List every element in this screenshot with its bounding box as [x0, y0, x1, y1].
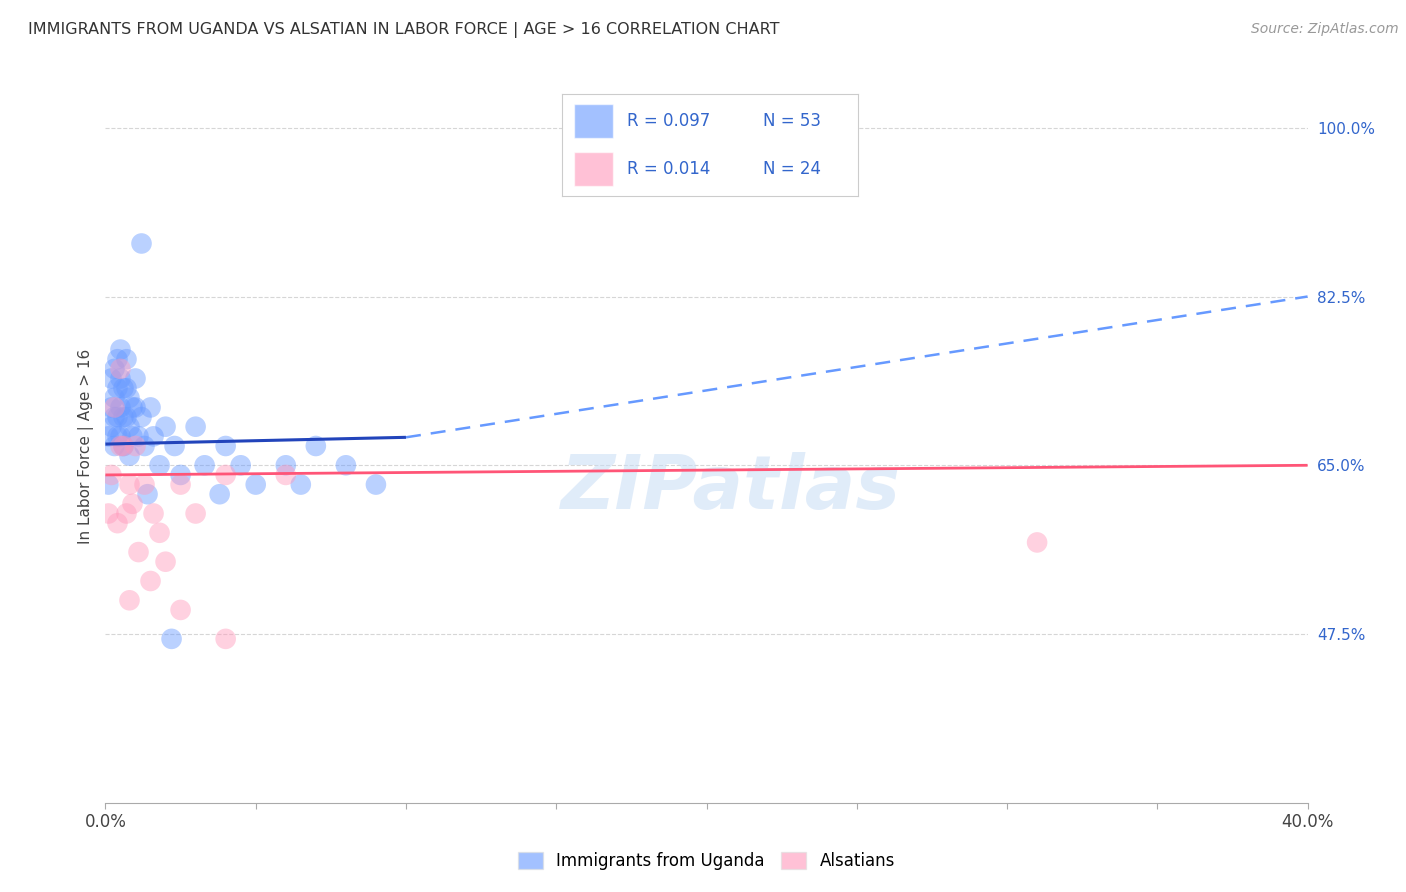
Point	[107, 516, 129, 530]
Point	[118, 419, 141, 434]
Point	[121, 401, 143, 415]
Point	[112, 439, 135, 453]
Point	[103, 362, 125, 376]
Point	[115, 507, 138, 521]
Text: IMMIGRANTS FROM UGANDA VS ALSATIAN IN LABOR FORCE | AGE > 16 CORRELATION CHART: IMMIGRANTS FROM UGANDA VS ALSATIAN IN LA…	[28, 22, 779, 38]
Point	[115, 381, 138, 395]
Point	[97, 429, 120, 443]
Point	[305, 439, 328, 453]
Point	[100, 467, 122, 482]
Point	[115, 352, 138, 367]
Point	[112, 381, 135, 395]
Point	[148, 525, 170, 540]
Point	[118, 391, 141, 405]
Point	[142, 429, 165, 443]
Point	[214, 439, 236, 453]
Point	[136, 487, 159, 501]
Point	[131, 410, 153, 425]
Point	[139, 574, 162, 588]
Point	[163, 439, 186, 453]
Point	[274, 467, 297, 482]
Point	[103, 410, 125, 425]
Point	[245, 477, 267, 491]
Point	[107, 410, 129, 425]
Point	[169, 467, 191, 482]
Point	[1026, 535, 1049, 549]
Point	[110, 429, 132, 443]
Point	[290, 477, 312, 491]
Point	[214, 632, 236, 646]
Point	[184, 507, 207, 521]
Text: N = 53: N = 53	[763, 112, 821, 130]
Point	[169, 603, 191, 617]
Point	[112, 439, 135, 453]
Point	[364, 477, 387, 491]
Point	[134, 439, 156, 453]
Point	[107, 381, 129, 395]
Point	[118, 477, 141, 491]
Point	[110, 362, 132, 376]
Legend: Immigrants from Uganda, Alsatians: Immigrants from Uganda, Alsatians	[512, 845, 901, 877]
Point	[142, 507, 165, 521]
Point	[118, 593, 141, 607]
Point	[229, 458, 252, 473]
Point	[169, 477, 191, 491]
Point	[128, 545, 150, 559]
Text: R = 0.014: R = 0.014	[627, 160, 710, 178]
Point	[131, 236, 153, 251]
Point	[160, 632, 183, 646]
Text: R = 0.097: R = 0.097	[627, 112, 710, 130]
Point	[121, 429, 143, 443]
Point	[103, 439, 125, 453]
Point	[208, 487, 231, 501]
Point	[97, 477, 120, 491]
Point	[103, 391, 125, 405]
Point	[112, 410, 135, 425]
Point	[110, 371, 132, 385]
Text: N = 24: N = 24	[763, 160, 821, 178]
Point	[139, 401, 162, 415]
Point	[155, 419, 177, 434]
FancyBboxPatch shape	[574, 153, 613, 186]
Point	[103, 401, 125, 415]
Point	[124, 439, 146, 453]
Y-axis label: In Labor Force | Age > 16: In Labor Force | Age > 16	[79, 349, 94, 543]
Point	[124, 401, 146, 415]
Text: ZIPatlas: ZIPatlas	[561, 452, 901, 525]
Point	[155, 555, 177, 569]
Point	[118, 449, 141, 463]
Point	[110, 401, 132, 415]
Point	[110, 439, 132, 453]
Point	[274, 458, 297, 473]
Point	[107, 352, 129, 367]
Point	[115, 410, 138, 425]
Point	[124, 371, 146, 385]
FancyBboxPatch shape	[574, 104, 613, 137]
Point	[128, 429, 150, 443]
Point	[107, 429, 129, 443]
Point	[335, 458, 357, 473]
Point	[121, 497, 143, 511]
Point	[134, 477, 156, 491]
Point	[110, 343, 132, 357]
Text: Source: ZipAtlas.com: Source: ZipAtlas.com	[1251, 22, 1399, 37]
Point	[148, 458, 170, 473]
Point	[100, 371, 122, 385]
Point	[194, 458, 217, 473]
Point	[100, 401, 122, 415]
Point	[97, 507, 120, 521]
Point	[184, 419, 207, 434]
Point	[214, 467, 236, 482]
Point	[100, 419, 122, 434]
